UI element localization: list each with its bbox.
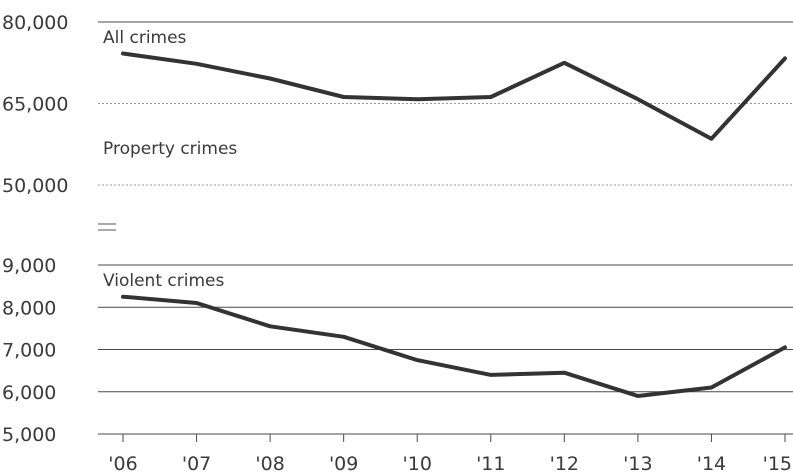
lower-y-tick-label: 8,000 <box>2 297 56 319</box>
upper-y-tick-label: 50,000 <box>2 175 68 197</box>
upper-panel-y-ticks: 80,000 65,000 50,000 <box>2 12 68 197</box>
series-line-violent-crimes <box>121 294 787 398</box>
x-tick-label: '07 <box>182 453 211 475</box>
x-tick-label: '15 <box>763 453 792 475</box>
upper-panel-series <box>121 51 787 141</box>
x-tick-label: '12 <box>550 453 579 475</box>
x-tick-label: '14 <box>697 453 726 475</box>
x-tick-label: '10 <box>403 453 432 475</box>
lower-panel-y-ticks: 9,000 8,000 7,000 6,000 5,000 <box>2 255 56 446</box>
x-tick-label: '11 <box>476 453 505 475</box>
upper-y-tick-label: 65,000 <box>2 94 68 116</box>
lower-y-tick-label: 5,000 <box>2 424 56 446</box>
series-line-all-crimes <box>121 51 787 141</box>
x-tick-label: '09 <box>329 453 358 475</box>
violent-crimes-label: Violent crimes <box>103 271 224 291</box>
all-crimes-label: All crimes <box>103 28 187 48</box>
x-tick-label: '13 <box>623 453 652 475</box>
axis-break-marks <box>98 223 116 231</box>
x-axis-ticks: '06 '07 '08 '09 '10 '11 '12 '13 '14 '15 <box>108 434 792 475</box>
x-tick-label: '06 <box>108 453 137 475</box>
lower-y-tick-label: 9,000 <box>2 255 56 277</box>
upper-y-tick-label: 80,000 <box>2 12 68 34</box>
x-tick-label: '08 <box>255 453 284 475</box>
lower-panel-series <box>121 294 787 398</box>
upper-panel-gridlines <box>98 21 793 186</box>
lower-y-tick-label: 7,000 <box>2 340 56 362</box>
property-crimes-label: Property crimes <box>103 139 237 159</box>
lower-y-tick-label: 6,000 <box>2 382 56 404</box>
